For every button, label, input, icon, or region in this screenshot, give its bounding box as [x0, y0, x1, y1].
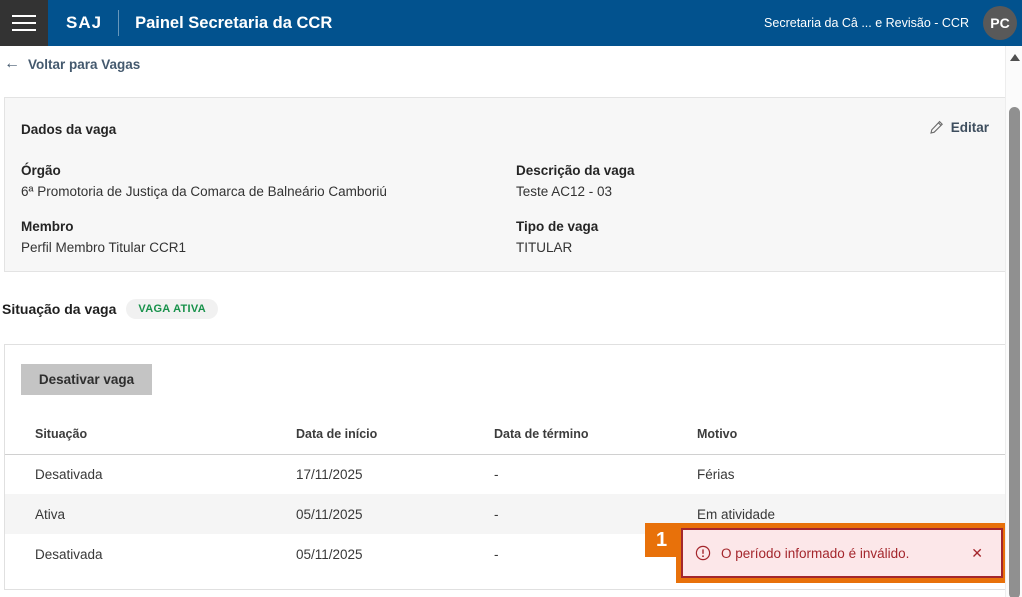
edit-button[interactable]: Editar: [929, 120, 989, 135]
table-header-row: Situação Data de início Data de término …: [5, 414, 1007, 455]
field-membro: Membro Perfil Membro Titular CCR1: [21, 219, 516, 255]
cell-inicio: 17/11/2025: [296, 466, 363, 482]
cell-inicio: 05/11/2025: [296, 546, 363, 562]
cell-motivo: Férias: [697, 466, 735, 482]
cell-inicio: 05/11/2025: [296, 506, 363, 522]
card-title: Dados da vaga: [21, 122, 117, 137]
table-row: Desativada 17/11/2025 - Férias: [5, 454, 1007, 494]
cell-termino: -: [494, 466, 499, 482]
back-link-label: Voltar para Vagas: [28, 56, 141, 72]
toast-message: O período informado é inválido.: [721, 545, 910, 561]
status-badge: VAGA ATIVA: [126, 299, 218, 319]
toast-close-icon[interactable]: ✕: [965, 544, 989, 562]
col-data-termino: Data de término: [494, 414, 697, 455]
appbar-divider: [118, 10, 120, 36]
field-value: Teste AC12 - 03: [516, 184, 613, 199]
annotation-highlight-ring: O período informado é inválido. ✕: [676, 523, 1008, 583]
field-label: Órgão: [21, 163, 61, 178]
field-label: Descrição da vaga: [516, 163, 635, 178]
field-value: Perfil Membro Titular CCR1: [21, 240, 187, 255]
situacao-table: Situação Data de início Data de término …: [5, 414, 1007, 574]
user-org-label: Secretaria da Câ ... e Revisão - CCR: [764, 16, 969, 30]
field-value: TITULAR: [516, 240, 573, 255]
arrow-left-icon: ←: [4, 55, 20, 72]
edit-button-label: Editar: [950, 120, 989, 135]
col-situacao: Situação: [5, 414, 296, 455]
annotation-marker-1: 1: [645, 523, 678, 557]
cell-termino: -: [494, 546, 499, 562]
field-tipo-vaga: Tipo de vaga TITULAR: [516, 219, 991, 255]
col-motivo: Motivo: [697, 414, 1007, 455]
deactivate-vaga-button[interactable]: Desativar vaga: [21, 364, 152, 395]
hamburger-menu-icon[interactable]: [0, 0, 48, 46]
field-orgao: Órgão 6ª Promotoria de Justiça da Comarc…: [21, 163, 516, 199]
col-data-inicio: Data de início: [296, 414, 494, 455]
pencil-icon: [929, 120, 944, 135]
cell-situacao: Ativa: [35, 506, 66, 522]
situacao-heading: Situação da vaga: [2, 301, 117, 317]
scroll-up-arrow-icon[interactable]: [1010, 54, 1020, 61]
scrollbar-thumb[interactable]: [1009, 107, 1020, 597]
field-label: Membro: [21, 219, 74, 234]
avatar[interactable]: PC: [983, 6, 1017, 40]
situacao-section-header: Situação da vaga VAGA ATIVA: [2, 299, 218, 319]
vertical-scrollbar[interactable]: [1005, 46, 1022, 597]
error-circle-icon: [695, 545, 711, 561]
app-title: Painel Secretaria da CCR: [135, 13, 333, 32]
back-to-vagas-link[interactable]: ← Voltar para Vagas: [4, 56, 140, 72]
cell-situacao: Desativada: [35, 546, 103, 562]
app-logo: SAJ: [66, 13, 103, 32]
app-bar: SAJ Painel Secretaria da CCR Secretaria …: [0, 0, 1022, 46]
table-row: Desativada 05/11/2025 -: [5, 534, 1007, 574]
vaga-details-card: Dados da vaga Editar Órgão 6ª Promotoria…: [4, 97, 1008, 272]
cell-termino: -: [494, 506, 499, 522]
field-value: 6ª Promotoria de Justiça da Comarca de B…: [21, 184, 387, 199]
cell-motivo: Em atividade: [697, 506, 776, 522]
error-toast: O período informado é inválido. ✕: [681, 528, 1003, 578]
field-descricao: Descrição da vaga Teste AC12 - 03: [516, 163, 991, 199]
field-label: Tipo de vaga: [516, 219, 599, 234]
cell-situacao: Desativada: [35, 466, 103, 482]
